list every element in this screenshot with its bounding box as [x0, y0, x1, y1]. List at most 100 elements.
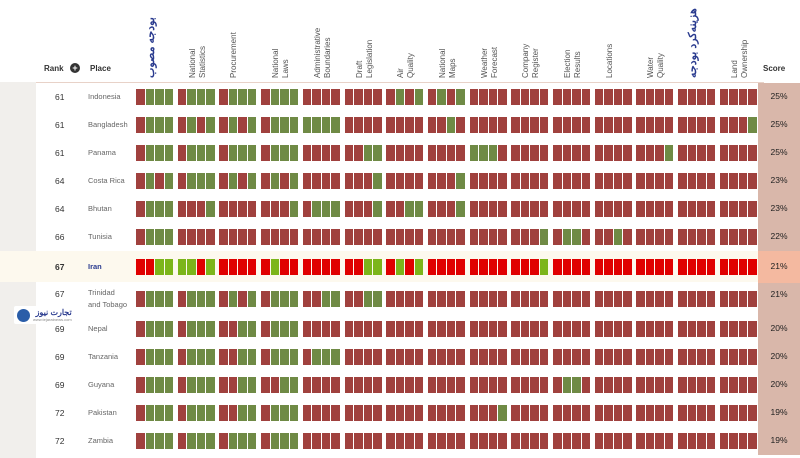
dataset-cell[interactable]	[136, 404, 173, 421]
table-row[interactable]: 72 Pakistan 19%	[0, 399, 800, 427]
dataset-cell[interactable]	[261, 290, 299, 307]
dataset-cell[interactable]	[678, 290, 716, 307]
dataset-cell[interactable]	[594, 376, 632, 393]
dataset-cell[interactable]	[344, 88, 382, 105]
dataset-cell[interactable]	[219, 376, 257, 393]
dataset-cell[interactable]	[386, 348, 424, 365]
dataset-cell[interactable]	[553, 258, 590, 275]
dataset-cell[interactable]	[469, 172, 507, 189]
dataset-cell[interactable]	[427, 200, 465, 217]
dataset-cell[interactable]	[344, 404, 382, 421]
dataset-cell[interactable]	[386, 200, 424, 217]
table-row[interactable]: 69 Tanzania 20%	[0, 343, 800, 371]
dataset-cell[interactable]	[469, 144, 507, 161]
dataset-cell[interactable]	[719, 258, 757, 275]
table-row[interactable]: 69 Nepal 20%	[0, 315, 800, 343]
dataset-cell[interactable]	[636, 290, 674, 307]
dataset-cell[interactable]	[511, 320, 549, 337]
dataset-cell[interactable]	[302, 228, 340, 245]
dataset-cell[interactable]	[427, 144, 465, 161]
dataset-cell[interactable]	[177, 258, 215, 275]
column-header-2[interactable]: National Statistics	[188, 4, 228, 78]
dataset-cell[interactable]	[386, 290, 424, 307]
dataset-cell[interactable]	[594, 200, 632, 217]
dataset-cell[interactable]	[302, 88, 340, 105]
dataset-cell[interactable]	[136, 228, 173, 245]
dataset-cell[interactable]	[177, 320, 215, 337]
column-header-14[interactable]: هزینه‌کرد بودجه	[687, 4, 728, 78]
dataset-cell[interactable]	[386, 258, 424, 275]
dataset-cell[interactable]	[344, 258, 382, 275]
dataset-cell[interactable]	[469, 258, 507, 275]
dataset-cell[interactable]	[719, 432, 757, 449]
rank-column-header[interactable]: Rank	[44, 64, 64, 73]
dataset-cell[interactable]	[511, 404, 549, 421]
dataset-cell[interactable]	[553, 228, 590, 245]
dataset-cell[interactable]	[427, 376, 465, 393]
dataset-cell[interactable]	[469, 348, 507, 365]
dataset-cell[interactable]	[678, 144, 716, 161]
dataset-cell[interactable]	[261, 88, 299, 105]
dataset-cell[interactable]	[219, 432, 257, 449]
dataset-cell[interactable]	[469, 290, 507, 307]
column-header-11[interactable]: Election Results	[563, 4, 603, 78]
dataset-cell[interactable]	[219, 290, 257, 307]
dataset-cell[interactable]	[553, 144, 590, 161]
dataset-cell[interactable]	[427, 348, 465, 365]
dataset-cell[interactable]	[594, 348, 632, 365]
dataset-cell[interactable]	[344, 228, 382, 245]
dataset-cell[interactable]	[302, 404, 340, 421]
dataset-cell[interactable]	[219, 200, 257, 217]
dataset-cell[interactable]	[386, 432, 424, 449]
dataset-cell[interactable]	[302, 432, 340, 449]
dataset-cell[interactable]	[177, 200, 215, 217]
dataset-cell[interactable]	[553, 432, 590, 449]
table-row[interactable]: 61 Bangladesh 25%	[0, 111, 800, 139]
column-header-8[interactable]: National Maps	[438, 4, 478, 78]
dataset-cell[interactable]	[261, 404, 299, 421]
dataset-cell[interactable]	[427, 290, 465, 307]
dataset-cell[interactable]	[511, 172, 549, 189]
dataset-cell[interactable]	[636, 144, 674, 161]
dataset-cell[interactable]	[636, 258, 674, 275]
dataset-cell[interactable]	[136, 258, 173, 275]
dataset-cell[interactable]	[427, 258, 465, 275]
dataset-cell[interactable]	[177, 88, 215, 105]
dataset-cell[interactable]	[511, 258, 549, 275]
dataset-cell[interactable]	[636, 88, 674, 105]
dataset-cell[interactable]	[177, 290, 215, 307]
dataset-cell[interactable]	[511, 116, 549, 133]
dataset-cell[interactable]	[219, 144, 257, 161]
dataset-cell[interactable]	[261, 258, 299, 275]
dataset-cell[interactable]	[511, 432, 549, 449]
dataset-cell[interactable]	[553, 172, 590, 189]
dataset-cell[interactable]	[678, 320, 716, 337]
row-place[interactable]: Costa Rica	[88, 175, 125, 185]
dataset-cell[interactable]	[678, 404, 716, 421]
dataset-cell[interactable]	[636, 320, 674, 337]
dataset-cell[interactable]	[636, 116, 674, 133]
table-row[interactable]: 69 Guyana 20%	[0, 371, 800, 399]
dataset-cell[interactable]	[344, 376, 382, 393]
dataset-cell[interactable]	[636, 348, 674, 365]
dataset-cell[interactable]	[219, 404, 257, 421]
dataset-cell[interactable]	[553, 200, 590, 217]
dataset-cell[interactable]	[719, 116, 757, 133]
column-header-10[interactable]: Company Register	[521, 4, 561, 78]
row-place[interactable]: Bhutan	[88, 203, 112, 213]
dataset-cell[interactable]	[553, 116, 590, 133]
dataset-cell[interactable]	[594, 432, 632, 449]
dataset-cell[interactable]	[553, 376, 590, 393]
dataset-cell[interactable]	[386, 320, 424, 337]
dataset-cell[interactable]	[594, 404, 632, 421]
dataset-cell[interactable]	[594, 172, 632, 189]
dataset-cell[interactable]	[302, 290, 340, 307]
dataset-cell[interactable]	[177, 172, 215, 189]
dataset-cell[interactable]	[427, 228, 465, 245]
dataset-cell[interactable]	[636, 432, 674, 449]
dataset-cell[interactable]	[261, 432, 299, 449]
dataset-cell[interactable]	[511, 348, 549, 365]
dataset-cell[interactable]	[553, 290, 590, 307]
dataset-cell[interactable]	[678, 88, 716, 105]
dataset-cell[interactable]	[594, 116, 632, 133]
